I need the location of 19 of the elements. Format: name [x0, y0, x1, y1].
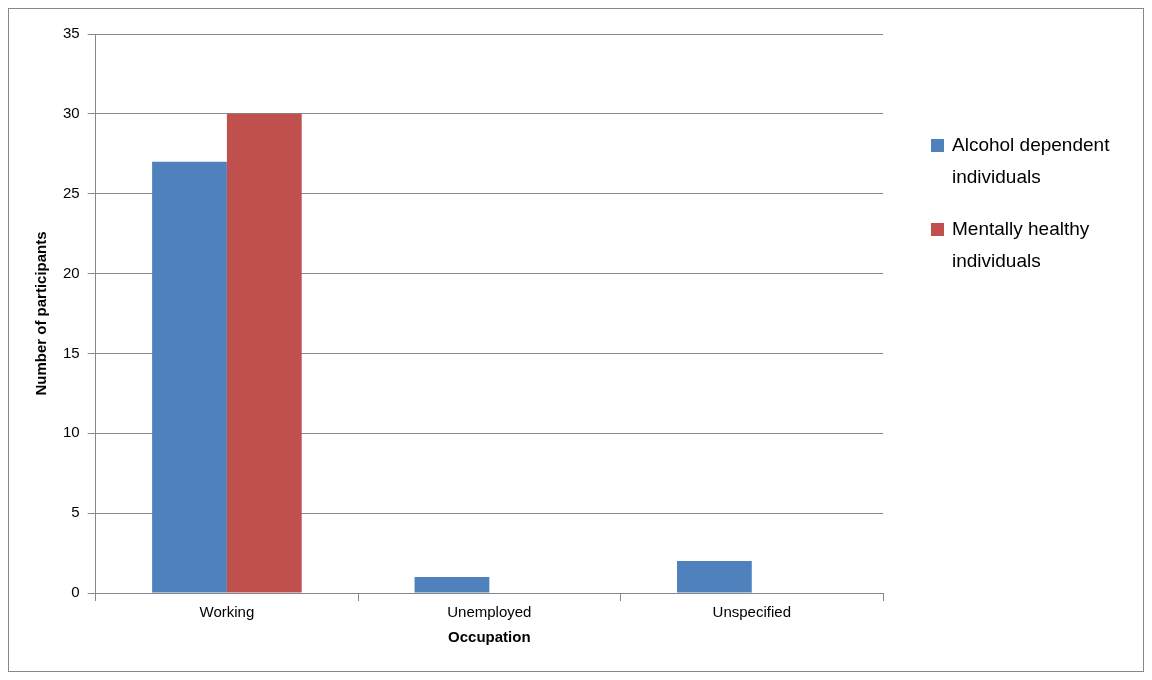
x-tick-label: Unspecified: [712, 603, 791, 621]
y-tick-label: 10: [63, 423, 80, 441]
y-tick-label: 30: [63, 104, 80, 121]
y-axis-title: Number of participants: [32, 231, 50, 396]
bar: [226, 113, 302, 593]
bar: [152, 161, 227, 593]
x-axis-title: Occupation: [448, 628, 531, 646]
y-tick-label: 15: [63, 343, 80, 361]
y-tick-label: 0: [71, 583, 80, 601]
y-tick-label: 35: [63, 24, 80, 42]
bar: [676, 561, 752, 593]
y-tick-label: 5: [71, 503, 80, 521]
x-tick-label: Unemployed: [447, 603, 532, 621]
legend-label: Alcohol dependent individuals: [952, 133, 1111, 189]
legend-label: Mentally healthy individuals: [952, 217, 1091, 273]
bar: [414, 577, 490, 593]
y-tick-label: 25: [63, 183, 80, 201]
y-tick-label: 20: [63, 263, 80, 281]
x-tick-label: Working: [199, 603, 255, 621]
